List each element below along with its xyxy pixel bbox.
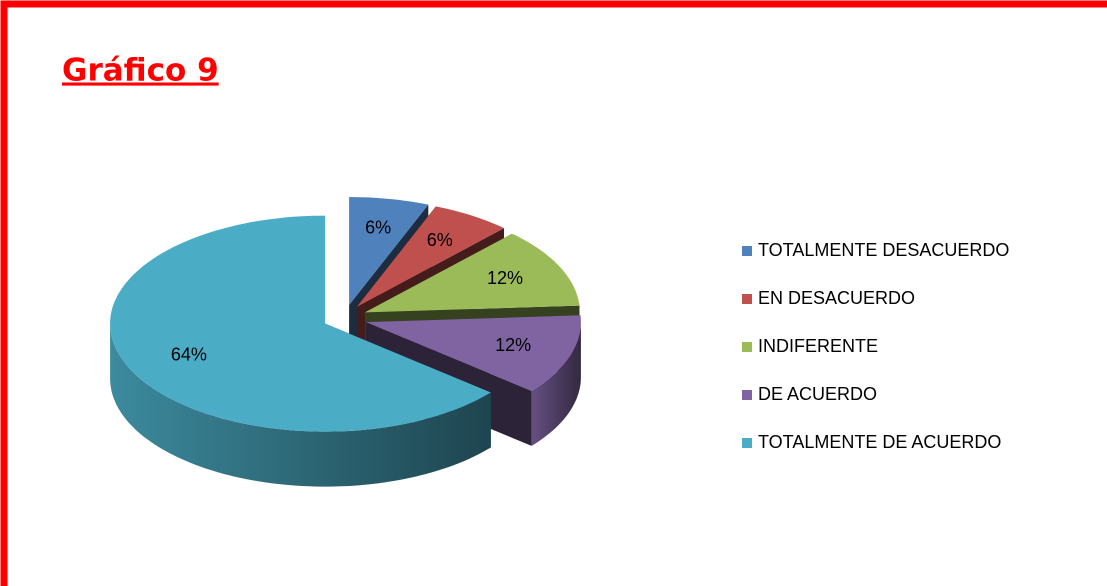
legend-label: EN DESACUERDO [758,288,915,308]
slice-top [356,206,504,307]
chart-title: Gráfico 9 [62,53,219,89]
legend-swatch [742,390,752,400]
slice-top [365,315,581,391]
slice-top [364,233,580,313]
data-label: 12% [495,335,531,355]
slice-rim [110,323,491,487]
legend-swatch [742,246,752,256]
legend-label: TOTALMENTE DE ACUERDO [758,432,1001,452]
slice-rim [531,322,581,446]
data-label: 64% [171,345,207,365]
legend-label: DE ACUERDO [758,384,877,404]
data-label: 6% [365,217,391,237]
data-label: 6% [427,230,453,250]
slice [110,215,491,487]
slice-top [110,215,491,432]
legend-swatch [742,438,752,448]
data-label: 12% [487,268,523,288]
legend-swatch [742,294,752,304]
legend-label: INDIFERENTE [758,336,878,356]
slice-top [349,197,429,305]
legend-label: TOTALMENTE DESACUERDO [758,240,1009,260]
legend-swatch [742,342,752,352]
